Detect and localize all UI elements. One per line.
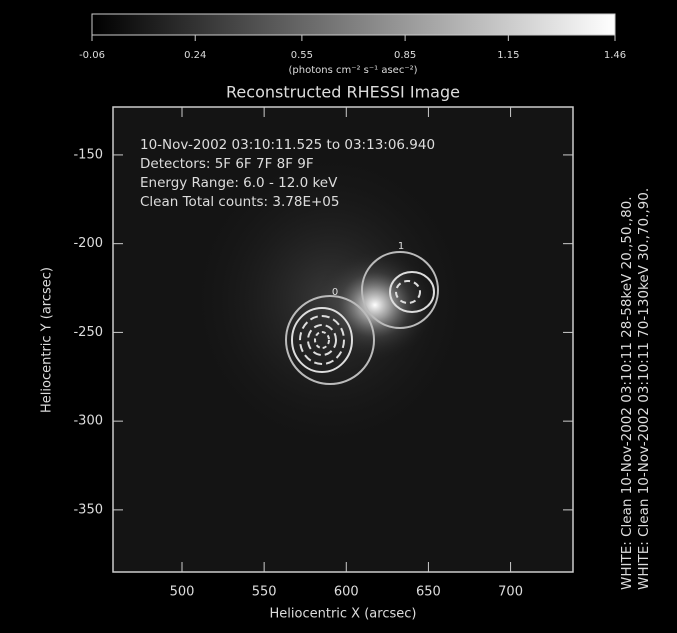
contour-label: 0 xyxy=(332,287,338,298)
y-tick-label: -350 xyxy=(73,502,103,517)
annotation: Detectors: 5F 6F 7F 8F 9F xyxy=(140,156,314,172)
y-tick-label: -200 xyxy=(73,236,103,251)
x-tick-label: 700 xyxy=(498,585,523,600)
x-tick-label: 500 xyxy=(170,585,195,600)
annotation: Energy Range: 6.0 - 12.0 keV xyxy=(140,175,338,191)
y-axis-label: Heliocentric Y (arcsec) xyxy=(40,267,55,413)
side-note: WHITE: Clean 10-Nov-2002 03:10:11 70-130… xyxy=(636,188,652,590)
colorbar-tick-label: 0.55 xyxy=(291,50,313,61)
colorbar xyxy=(92,14,615,35)
y-tick-label: -250 xyxy=(73,325,103,340)
chart-title: Reconstructed RHESSI Image xyxy=(226,83,460,102)
x-tick-label: 600 xyxy=(334,585,359,600)
colorbar-tick-label: 0.85 xyxy=(394,50,416,61)
emission-peak xyxy=(315,250,435,360)
colorbar-label: (photons cm⁻² s⁻¹ asec⁻²) xyxy=(288,65,417,76)
annotation: 10-Nov-2002 03:10:11.525 to 03:13:06.940 xyxy=(140,137,435,153)
contour-label: 1 xyxy=(398,241,404,252)
annotation: Clean Total counts: 3.78E+05 xyxy=(140,194,339,210)
colorbar-tick-label: 0.24 xyxy=(184,50,206,61)
x-axis-label: Heliocentric X (arcsec) xyxy=(270,607,417,622)
y-tick-label: -150 xyxy=(73,147,103,162)
chart: (photons cm⁻² s⁻¹ asec⁻²) Reconstructed … xyxy=(0,0,677,633)
y-tick-label: -300 xyxy=(73,414,103,429)
colorbar-tick-label: -0.06 xyxy=(79,50,105,61)
colorbar-tick-label: 1.15 xyxy=(497,50,519,61)
colorbar-tick-label: 1.46 xyxy=(604,50,626,61)
side-note: WHITE: Clean 10-Nov-2002 03:10:11 28-58k… xyxy=(619,196,635,590)
x-tick-label: 650 xyxy=(416,585,441,600)
x-tick-label: 550 xyxy=(252,585,277,600)
